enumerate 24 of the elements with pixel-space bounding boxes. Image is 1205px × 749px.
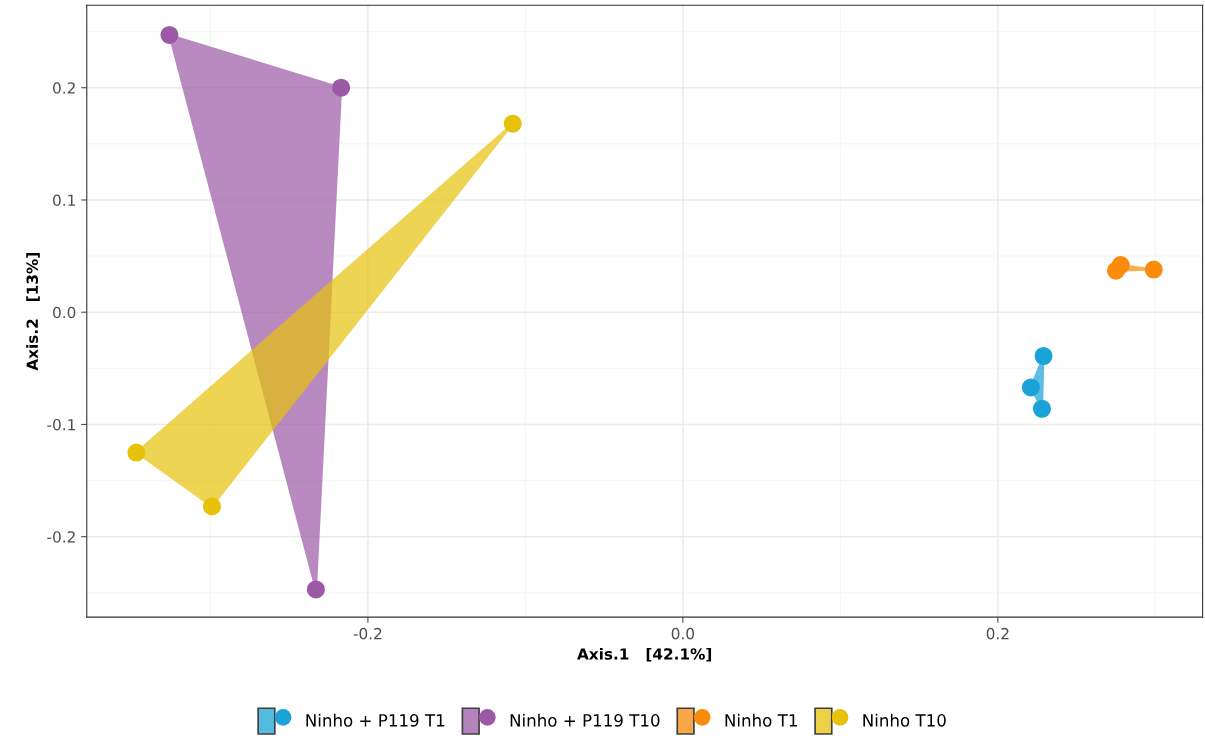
point — [127, 443, 146, 462]
x-tick-label: 0.0 — [671, 627, 694, 640]
legend-label: Ninho + P119 T1 — [306, 713, 445, 727]
y-tick-label: 0.1 — [53, 194, 75, 206]
legend-label: Ninho T10 — [863, 713, 946, 727]
point — [306, 580, 325, 599]
legend-label: Ninho + P119 T10 — [510, 713, 660, 727]
y-tick-label: 0.0 — [53, 306, 76, 319]
point — [160, 25, 179, 45]
point — [503, 114, 522, 133]
y-tick-label: -0.2 — [47, 531, 75, 543]
point — [1144, 260, 1163, 279]
x-tick-label: 0.2 — [986, 627, 1009, 640]
point — [1034, 346, 1053, 366]
point — [332, 78, 351, 97]
x-tick-label: -0.2 — [353, 627, 382, 640]
y-axis-title: Axis.2 [13%] — [26, 253, 40, 371]
x-axis-title: Axis.1 [42.1%] — [577, 647, 712, 662]
point — [1032, 399, 1051, 418]
legend-label: Ninho T1 — [725, 713, 797, 727]
y-tick-label: 0.2 — [53, 82, 75, 94]
point — [202, 497, 221, 516]
y-tick-label: -0.1 — [47, 418, 75, 431]
point — [1021, 378, 1040, 397]
